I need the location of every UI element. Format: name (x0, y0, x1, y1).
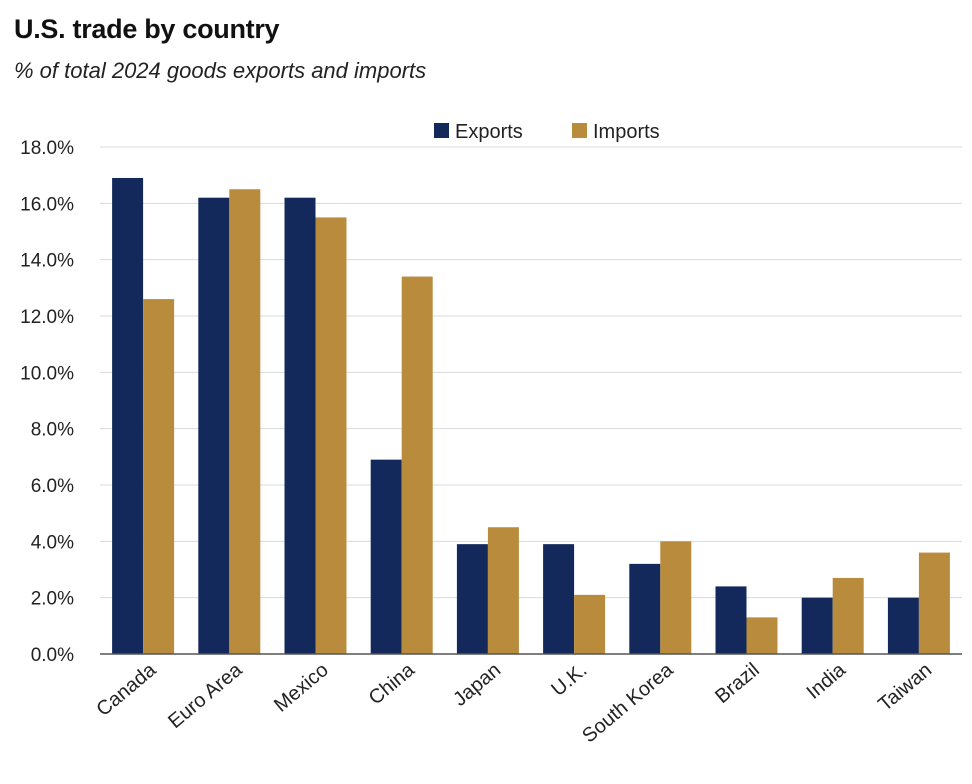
bar-exports (543, 544, 575, 654)
legend-label-exports: Exports (455, 121, 523, 143)
x-tick-label: South Korea (578, 658, 678, 747)
bar-imports (746, 617, 778, 654)
bar-exports (629, 563, 661, 654)
y-tick-label: 6.0% (31, 476, 74, 497)
y-tick-label: 4.0% (31, 532, 74, 553)
x-axis: Canada Euro Area Mexico China Japan U.K.South… (93, 653, 962, 747)
y-tick-label: 18.0% (20, 138, 74, 159)
y-axis: 0.0% 2.0% 4.0% 6.0% 8.0% 10.0% 12.0% 14.0% 16.0%… (20, 138, 74, 666)
bars (112, 177, 950, 654)
legend: Exports Imports (434, 121, 660, 143)
legend-swatch-exports (434, 123, 449, 138)
bar-exports (284, 197, 316, 654)
bar-imports (574, 594, 606, 654)
bar-exports (456, 544, 488, 654)
x-tick-label: India (803, 658, 851, 703)
bar-exports (370, 459, 402, 654)
bar-imports (315, 217, 347, 654)
x-tick-label: Brazil (711, 659, 763, 708)
bar-exports (198, 197, 230, 654)
bar-exports (112, 177, 144, 654)
y-tick-label: 2.0% (31, 589, 74, 610)
bar-imports (229, 189, 261, 654)
bar-imports (832, 577, 864, 654)
y-tick-label: 8.0% (31, 420, 74, 441)
bar-imports (143, 299, 175, 654)
chart-subtitle: % of total 2024 goods exports and import… (14, 58, 427, 83)
bar-exports (887, 597, 919, 654)
y-tick-label: 12.0% (20, 307, 74, 328)
x-tick-label: Euro Area (164, 658, 247, 733)
bar-imports (660, 541, 692, 654)
x-tick-label: Canada (93, 658, 161, 720)
legend-label-imports: Imports (593, 121, 660, 143)
bar-imports (487, 527, 519, 654)
bar-exports (715, 586, 747, 654)
x-tick-label: China (365, 658, 420, 709)
y-tick-label: 16.0% (20, 194, 74, 215)
y-tick-label: 0.0% (31, 645, 74, 666)
bar-imports (918, 552, 950, 654)
x-tick-label: Japan (449, 659, 505, 711)
x-tick-label: Taiwan (874, 659, 936, 716)
x-tick-label: U.K. (547, 659, 591, 701)
bar-imports (401, 276, 433, 654)
bar-exports (801, 597, 833, 654)
x-tick-label: Mexico (270, 659, 333, 717)
y-tick-label: 10.0% (20, 363, 74, 384)
chart-title: U.S. trade by country (14, 14, 280, 44)
y-tick-label: 14.0% (20, 251, 74, 272)
legend-swatch-imports (572, 123, 587, 138)
